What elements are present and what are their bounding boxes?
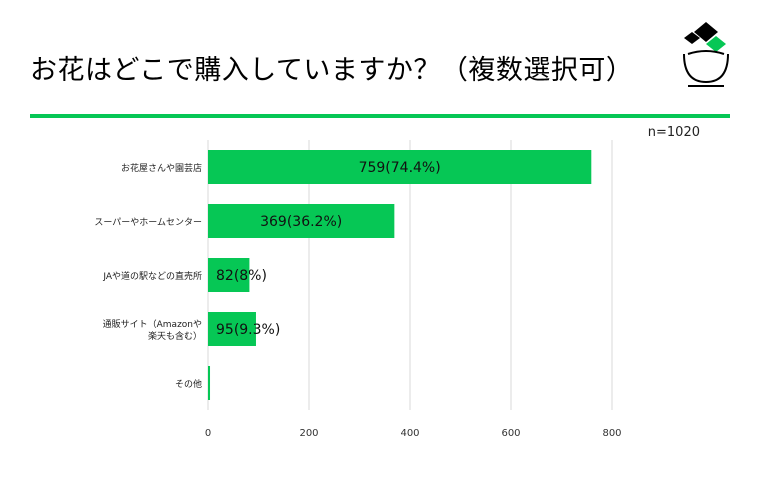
category-label: JAや道の駅などの直売所 xyxy=(102,270,202,282)
category-label: お花屋さんや園芸店 xyxy=(121,162,202,174)
x-tick-label: 0 xyxy=(205,428,211,439)
category-label: その他 xyxy=(175,378,202,390)
title-divider xyxy=(30,114,730,118)
category-label: 通販サイト（Amazonや xyxy=(103,318,202,330)
x-tick-label: 400 xyxy=(400,428,419,439)
x-tick-label: 800 xyxy=(602,428,621,439)
bar xyxy=(208,366,211,400)
data-label: 369(36.2%) xyxy=(260,214,342,230)
bar xyxy=(208,150,592,184)
bar xyxy=(208,312,256,346)
data-label: 95(9.3%) xyxy=(216,322,280,338)
x-tick-label: 200 xyxy=(299,428,318,439)
bar xyxy=(208,258,250,292)
sample-size-label: n=1020 xyxy=(647,125,700,140)
flower-pot-logo-icon xyxy=(683,22,729,87)
bar xyxy=(208,204,395,238)
x-tick-label: 600 xyxy=(501,428,520,439)
page-title: お花はどこで購入していますか？（複数選択可） xyxy=(30,55,634,86)
data-label: 82(8%) xyxy=(216,268,267,284)
category-label: スーパーやホームセンター xyxy=(94,217,202,228)
category-label: 楽天も含む） xyxy=(148,330,202,342)
data-label: 759(74.4%) xyxy=(359,160,441,176)
